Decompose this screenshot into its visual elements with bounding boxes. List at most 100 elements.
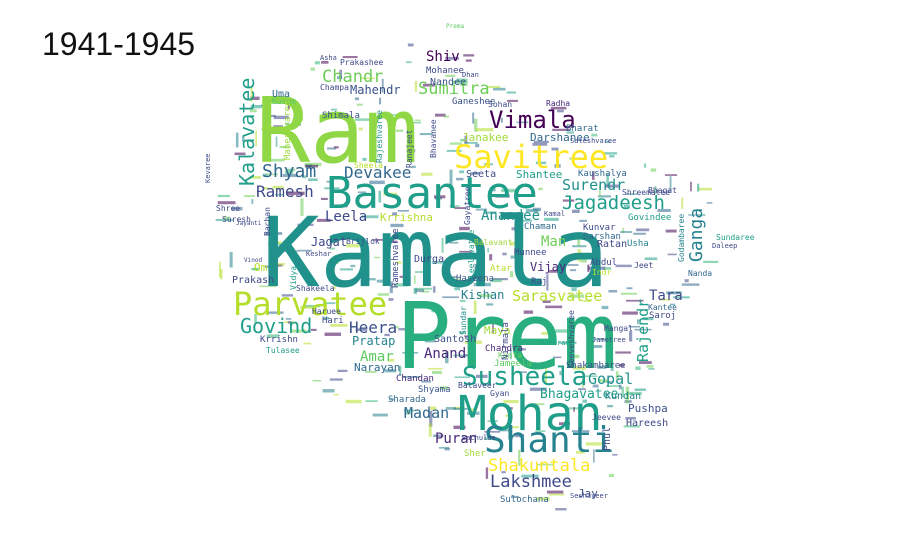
word-bachan: Bachan: [263, 207, 272, 236]
word-mangal: Mangal: [604, 324, 633, 333]
word-shantee: Shantee: [516, 168, 562, 181]
word-darshanee: Darshanee: [530, 131, 590, 144]
word-radha: Radha: [546, 99, 570, 108]
word-mohan: Mohan: [458, 386, 603, 442]
word-jagadeesh: Jagadeesh: [562, 192, 665, 214]
word-kanta: Kanta: [498, 351, 522, 360]
word-seshaveer: Seshaveer: [570, 492, 608, 500]
word-shreematee: Shreematee: [622, 188, 670, 197]
word-amar: Amar: [360, 349, 394, 365]
word-krrishna: Krrishna: [380, 211, 433, 224]
word-sulochana: Sulochana: [500, 495, 549, 505]
word-maya: Maya: [484, 324, 511, 337]
word-kishan: Kishan: [461, 288, 504, 302]
word-bhavanee: Bhavanee: [429, 119, 438, 158]
word-ganeshee: Ganeshee: [452, 97, 495, 107]
word-vinod: Vinod: [244, 257, 262, 264]
word-gayatree: Gayatree: [463, 186, 472, 225]
word-suresh: Suresh: [222, 215, 251, 224]
word-chandra: Chandra: [485, 344, 523, 354]
word-jameela: Jameela: [494, 359, 532, 369]
word-chaman: Chaman: [524, 222, 557, 232]
word-seeta: Seeta: [466, 169, 496, 180]
word-lakshmee: Lakshmee: [490, 472, 572, 492]
word-shakambaree: Shakambaree: [566, 361, 626, 371]
word-maheshvaree: Maheshvaree: [283, 100, 293, 160]
word-keshar: Keshar: [306, 250, 331, 258]
word-sheela: Sheela: [354, 161, 383, 170]
word-anandee: Anandee: [481, 208, 540, 224]
word-janakee: Janakee: [462, 131, 508, 144]
word-geeveshvaree: Geeveshvaree: [567, 310, 576, 368]
word-shanti: Shanti: [484, 420, 614, 461]
word-nandee: Nandee: [430, 77, 466, 88]
word-jay: Jay: [578, 487, 598, 500]
word-bhagavatee: Bhagavatee: [540, 387, 618, 402]
word-munnee: Munnee: [514, 248, 547, 258]
word-pushpa: Pushpa: [628, 402, 668, 415]
word-darshan: Darshan: [583, 232, 621, 242]
word-nirmala: Nirmala: [501, 322, 511, 360]
word-kusum: Kusum: [272, 97, 296, 106]
word-durga: Durga: [414, 254, 444, 265]
word-dhan: Dhan: [462, 71, 479, 79]
word-parvatee: Parvatee: [233, 285, 387, 323]
word-raj: Raj: [531, 277, 547, 287]
word-daleep: Daleep: [712, 242, 737, 250]
word-uma: Uma: [272, 89, 290, 100]
word-prakashee: Prakashee: [340, 58, 384, 67]
word-rajeshvaree: Rajeshvaree: [375, 110, 384, 163]
word-om: Om: [254, 261, 268, 274]
word-nanda: Nanda: [688, 269, 712, 278]
word-kantee: Kantee: [648, 303, 677, 312]
word-savitree: Savitree: [454, 138, 608, 176]
word-champa: Champa: [320, 83, 349, 92]
word-gyan: Gyan: [490, 389, 509, 398]
word-vidya: Vidya: [289, 266, 298, 290]
word-susheela: Susheela: [462, 362, 587, 392]
word-vijay: Vijay: [530, 260, 566, 274]
word-prakash: Prakash: [232, 275, 274, 286]
word-kalavatee: Kalavatee: [235, 78, 259, 186]
word-ratan: Ratan: [597, 239, 627, 250]
word-shiv: Shiv: [426, 49, 460, 65]
word-bachulee: Bachulee: [462, 434, 496, 442]
word-ram: Ram: [256, 79, 419, 184]
word-hareesh: Hareesh: [626, 418, 668, 429]
word-bharat: Bharat: [566, 124, 599, 134]
word-leelavatee: Leelavatee: [467, 230, 476, 278]
word-tulasee: Tulasee: [266, 346, 300, 355]
word-saroj: Saroj: [649, 311, 676, 321]
word-anand: Anand: [424, 346, 466, 362]
word-chandr: Chandr: [322, 67, 383, 87]
word-sundar: Sundar: [459, 306, 468, 335]
word-gopal: Gopal: [588, 370, 633, 388]
word-jamotree: Jamotree: [592, 336, 626, 344]
word-bhagat: Bhagat: [648, 186, 677, 195]
word-krrishn: Krrishn: [260, 335, 298, 345]
word-sundaree: Sundaree: [716, 233, 755, 242]
word-phul: Phul: [602, 427, 613, 451]
word-atar: Atar: [490, 264, 512, 274]
word-pratap: Pratap: [352, 334, 395, 348]
word-indr: Indr: [592, 268, 611, 277]
word-sohan: Sohan: [488, 100, 512, 109]
word-narayan: Narayan: [354, 361, 400, 374]
word-surendr: Surendr: [562, 176, 625, 194]
word-puran: Puran: [435, 431, 477, 447]
word-madan: Madan: [404, 404, 449, 422]
word-mohanee: Mohanee: [426, 66, 464, 76]
word-usha: Usha: [627, 239, 649, 249]
word-santosh: Santosh: [434, 334, 476, 345]
word-ramesh: Ramesh: [256, 182, 314, 201]
word-man: Man: [541, 234, 566, 250]
word-basantee: Basantee: [326, 168, 538, 219]
word-mahendr: Mahendr: [350, 83, 401, 97]
word-shree: Shree: [216, 204, 240, 213]
word-sher: Sher: [464, 449, 486, 459]
word-shakeela: Shakeela: [296, 284, 335, 293]
word-rameshvaree: Rameshvaree: [391, 228, 401, 288]
word-haruee: Haruee: [312, 307, 341, 316]
word-rajendr: Rajendr: [634, 299, 652, 362]
